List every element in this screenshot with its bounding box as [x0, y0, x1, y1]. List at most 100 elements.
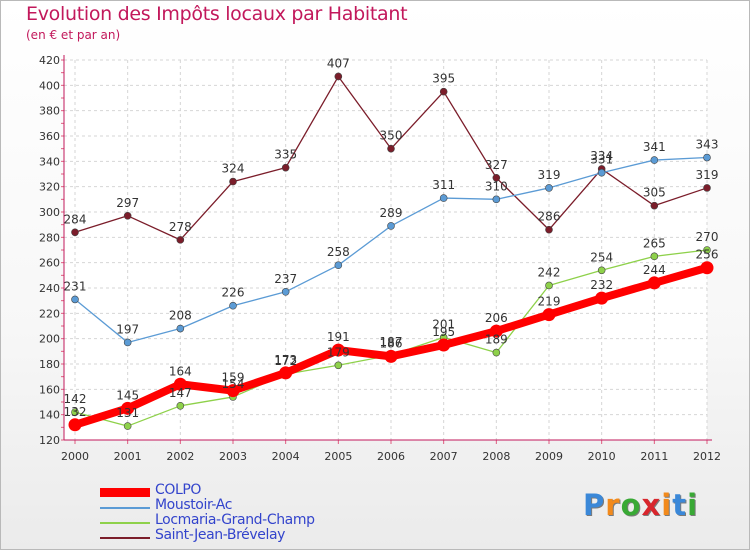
point-moustoir-ac-2006 — [387, 222, 395, 230]
x-tick-label-11: 2011 — [640, 450, 668, 463]
y-tick-label-0: 120 — [39, 434, 60, 447]
legend-label-saint-jean-brevelay: Saint-Jean-Brévelay — [155, 527, 286, 543]
point-colpo-2010 — [595, 291, 609, 305]
point-colpo-2004 — [279, 366, 293, 380]
point-moustoir-ac-2011 — [650, 156, 659, 164]
legend-label-colpo: COLPO — [155, 482, 202, 498]
data-label-colpo-2001: 145 — [116, 388, 139, 402]
legend-item-moustoir-ac: Moustoir-Ac — [100, 497, 360, 515]
data-label-moustoir-ac-2001: 197 — [116, 322, 139, 336]
x-tick-label-10: 2010 — [588, 450, 616, 463]
data-label-locmaria-grand-champ-2002: 147 — [169, 386, 192, 400]
point-moustoir-ac-2002 — [176, 324, 185, 333]
y-tick-label-11: 340 — [39, 155, 60, 168]
legend-swatch-moustoir-ac — [100, 507, 150, 509]
point-colpo-2007 — [437, 338, 451, 352]
data-label-saint-jean-brevelay-2002: 278 — [169, 220, 192, 234]
y-tick-label-14: 400 — [39, 79, 60, 92]
point-locmaria-grand-champ-2005 — [334, 361, 343, 370]
data-label-locmaria-grand-champ-2008: 189 — [485, 333, 508, 347]
data-label-saint-jean-brevelay-2008: 327 — [485, 158, 508, 172]
chart-subtitle: (en € et par an) — [26, 28, 121, 42]
point-saint-jean-brevelay-2000 — [71, 228, 79, 237]
point-saint-jean-brevelay-2007 — [439, 87, 448, 96]
proxiti-logo: Proxiti — [583, 488, 699, 522]
data-label-moustoir-ac-2007: 311 — [432, 178, 455, 192]
data-label-saint-jean-brevelay-2010: 334 — [590, 149, 613, 163]
legend-label-locmaria-grand-champ: Locmaria-Grand-Champ — [155, 512, 315, 528]
y-tick-label-5: 220 — [39, 307, 60, 320]
data-label-saint-jean-brevelay-2001: 297 — [116, 196, 139, 210]
y-tick-label-7: 260 — [39, 257, 60, 270]
legend-swatch-saint-jean-brevelay — [100, 537, 150, 539]
point-moustoir-ac-2000 — [71, 295, 79, 304]
data-label-colpo-2012: 256 — [696, 248, 719, 262]
y-tick-label-1: 140 — [39, 409, 60, 422]
y-tick-label-8: 280 — [39, 231, 60, 244]
data-label-colpo-2008: 206 — [485, 311, 508, 325]
point-locmaria-grand-champ-2001 — [123, 422, 132, 430]
point-saint-jean-brevelay-2012 — [703, 184, 711, 192]
point-locmaria-grand-champ-2002 — [176, 401, 185, 410]
point-moustoir-ac-2001 — [123, 338, 132, 347]
point-moustoir-ac-2005 — [334, 261, 343, 270]
legend-item-locmaria-grand-champ: Locmaria-Grand-Champ — [100, 512, 360, 530]
data-label-moustoir-ac-2008: 310 — [485, 179, 508, 193]
x-tick-label-3: 2003 — [219, 450, 247, 463]
point-colpo-2012 — [700, 261, 714, 275]
data-label-colpo-2000: 132 — [64, 405, 87, 419]
legend-swatch-colpo — [100, 488, 150, 497]
data-label-locmaria-grand-champ-2001: 131 — [116, 406, 139, 420]
data-label-saint-jean-brevelay-2012: 319 — [696, 168, 719, 182]
y-tick-label-9: 300 — [39, 206, 60, 219]
y-tick-label-6: 240 — [39, 282, 60, 295]
point-saint-jean-brevelay-2003 — [229, 177, 237, 186]
data-label-colpo-2010: 232 — [590, 278, 613, 292]
y-tick-label-13: 380 — [39, 105, 60, 118]
data-label-moustoir-ac-2010: 331 — [590, 153, 613, 167]
x-tick-label-12: 2012 — [693, 450, 721, 463]
legend-label-moustoir-ac: Moustoir-Ac — [155, 497, 232, 513]
x-tick-label-0: 2000 — [61, 450, 89, 463]
y-tick-label-12: 360 — [39, 130, 60, 143]
point-moustoir-ac-2009 — [545, 184, 553, 192]
data-label-locmaria-grand-champ-2010: 254 — [590, 250, 613, 264]
point-saint-jean-brevelay-2009 — [545, 225, 553, 234]
y-tick-label-10: 320 — [39, 181, 60, 194]
point-colpo-2002 — [173, 377, 187, 391]
x-tick-label-7: 2007 — [430, 450, 458, 463]
axes: 120 140 160 180 200 220 240 260 280 300 320 340 360 3… — [39, 54, 721, 463]
data-label-saint-jean-brevelay-2000: 284 — [64, 212, 87, 226]
point-saint-jean-brevelay-2002 — [176, 236, 185, 244]
data-label-locmaria-grand-champ-2009: 242 — [538, 265, 561, 279]
point-moustoir-ac-2012 — [703, 153, 711, 162]
data-label-colpo-2004: 173 — [274, 353, 297, 367]
grid-lines — [64, 59, 708, 441]
point-moustoir-ac-2004 — [281, 287, 290, 296]
data-label-moustoir-ac-2009: 319 — [538, 168, 561, 182]
point-saint-jean-brevelay-2006 — [387, 144, 395, 153]
y-tick-label-15: 420 — [39, 54, 60, 67]
series-lines — [68, 72, 714, 432]
point-colpo-2005 — [331, 343, 345, 357]
data-label-locmaria-grand-champ-2012: 270 — [696, 230, 719, 244]
data-label-moustoir-ac-2002: 208 — [169, 309, 192, 323]
x-tick-label-1: 2001 — [114, 450, 142, 463]
point-moustoir-ac-2010 — [597, 168, 606, 177]
data-label-moustoir-ac-2003: 226 — [222, 286, 245, 300]
data-label-moustoir-ac-2012: 343 — [696, 138, 719, 152]
x-tick-label-5: 2005 — [324, 450, 352, 463]
legend-swatch-locmaria-grand-champ — [100, 522, 150, 524]
data-label-colpo-2002: 164 — [169, 364, 192, 378]
data-label-saint-jean-brevelay-2007: 395 — [432, 72, 455, 86]
data-label-locmaria-grand-champ-2005: 179 — [327, 345, 350, 359]
data-label-moustoir-ac-2004: 237 — [274, 272, 297, 286]
data-label-locmaria-grand-champ-2004: 172 — [274, 354, 297, 368]
data-label-colpo-2006: 186 — [380, 336, 403, 350]
data-label-colpo-2009: 219 — [538, 295, 561, 309]
point-saint-jean-brevelay-2008 — [492, 174, 501, 182]
data-label-moustoir-ac-2005: 258 — [327, 245, 350, 259]
data-label-saint-jean-brevelay-2004: 335 — [274, 148, 297, 162]
data-label-saint-jean-brevelay-2006: 350 — [380, 129, 403, 143]
point-colpo-2001 — [121, 401, 135, 415]
